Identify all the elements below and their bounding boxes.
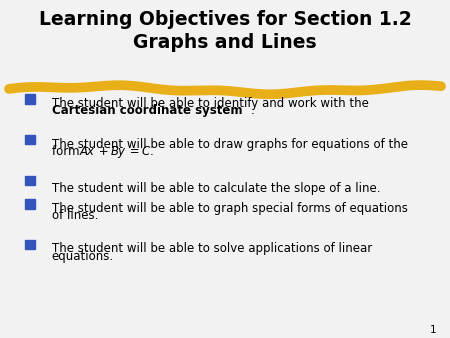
Text: Ax: Ax: [80, 145, 95, 158]
Text: By: By: [110, 145, 125, 158]
Text: equations.: equations.: [52, 250, 114, 263]
Text: 1: 1: [430, 324, 436, 335]
Text: Learning Objectives for Section 1.2
Graphs and Lines: Learning Objectives for Section 1.2 Grap…: [39, 10, 411, 52]
FancyBboxPatch shape: [25, 176, 35, 185]
Text: of lines.: of lines.: [52, 209, 98, 222]
Text: +: +: [95, 145, 113, 158]
Text: form: form: [52, 145, 83, 158]
Text: The student will be able to calculate the slope of a line.: The student will be able to calculate th…: [52, 182, 380, 194]
Text: The student will be able to identify and work with the: The student will be able to identify and…: [52, 97, 369, 110]
Text: Cartesian coordinate system: Cartesian coordinate system: [52, 104, 242, 117]
FancyBboxPatch shape: [25, 240, 35, 249]
Text: C: C: [142, 145, 150, 158]
Text: .: .: [149, 145, 153, 158]
FancyBboxPatch shape: [25, 135, 35, 144]
Text: .: .: [251, 104, 254, 117]
FancyBboxPatch shape: [25, 95, 35, 104]
Text: The student will be able to graph special forms of equations: The student will be able to graph specia…: [52, 202, 408, 215]
Text: The student will be able to draw graphs for equations of the: The student will be able to draw graphs …: [52, 138, 408, 150]
Text: =: =: [126, 145, 143, 158]
FancyBboxPatch shape: [25, 199, 35, 209]
Text: The student will be able to solve applications of linear: The student will be able to solve applic…: [52, 242, 372, 255]
